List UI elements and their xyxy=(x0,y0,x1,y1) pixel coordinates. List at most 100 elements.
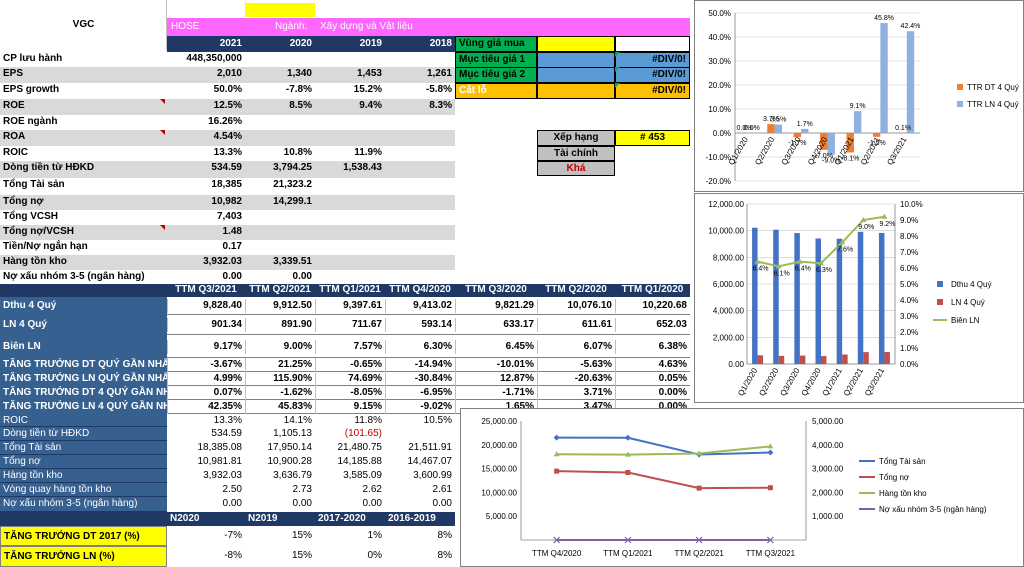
year-2020: 2020 xyxy=(289,38,312,49)
bar-dt xyxy=(872,133,881,137)
target-input-cell[interactable] xyxy=(537,52,615,68)
ttm-row-value: 4.99% xyxy=(167,372,245,386)
lower-row-value: 10,900.28 xyxy=(267,456,313,467)
lower-row-label: ROIC xyxy=(3,415,28,426)
ttm-row-label-cell: Biên LN xyxy=(0,335,167,358)
data-label: 42.4% xyxy=(901,23,921,30)
series-marker xyxy=(624,451,631,457)
ttm-row-value: 9.15% xyxy=(315,400,385,414)
ttm-row-value: 711.67 xyxy=(315,318,385,332)
ttm-row-value: -8.05% xyxy=(315,386,385,400)
ttm-row-value: -30.84% xyxy=(385,372,455,386)
y-tick-label: 0.0% xyxy=(713,129,731,138)
bar-profit xyxy=(863,352,869,364)
data-label: -1.7% xyxy=(788,140,806,147)
metrics-row-value: 0.00 xyxy=(292,271,312,282)
ttm-column-header: TTM Q3/2020 xyxy=(465,284,527,295)
metrics-row-value: 50.0% xyxy=(213,84,242,95)
metrics-row-label: Nợ xấu nhóm 3-5 (ngân hàng) xyxy=(3,271,145,282)
target-value: #DIV/0! xyxy=(652,69,686,80)
bar-ln xyxy=(827,133,835,155)
comment-marker xyxy=(615,83,620,88)
chart-growth-frame: 50.0% 40.0% 30.0% 20.0% 10.0% 0.0% -10.0% -20.0… xyxy=(694,0,1024,192)
ttm-row-value: 9,413.02 xyxy=(385,299,455,313)
legend-label: Dthu 4 Quý xyxy=(951,280,991,289)
y2-tick-label: 7.0% xyxy=(900,248,918,257)
metrics-row: ROE 12.5% 8.5% 9.4% 8.3% xyxy=(0,99,455,115)
target-input-cell[interactable] xyxy=(537,67,615,83)
data-label: 9.2% xyxy=(879,221,895,228)
metrics-row-value: 1,340 xyxy=(286,68,312,79)
target-label: Vùng giá mua xyxy=(459,38,525,49)
lower-row-value: 3,585.09 xyxy=(343,470,382,481)
target-label: Mục tiêu giá 1 xyxy=(459,54,526,65)
ttm-row-value: -10.01% xyxy=(455,358,537,372)
ttm-row-value: 652.03 xyxy=(615,318,690,332)
metrics-row-value: 8.5% xyxy=(289,100,312,111)
metrics-row: CP lưu hành 448,350,000 xyxy=(0,52,455,67)
bar-dt xyxy=(899,132,907,134)
ttm-row-value: -9.02% xyxy=(385,400,455,414)
metrics-row: Tổng nợ/VCSH 1.48 xyxy=(0,225,455,240)
y2-tick-label: 2.0% xyxy=(900,328,918,337)
ttm-row-label: Dthu 4 Quý xyxy=(3,300,57,311)
target-label-cell: Mục tiêu giá 1 xyxy=(455,52,537,68)
lower-row-value: 0.00 xyxy=(292,498,312,509)
metrics-row: Tổng nợ 10,982 14,299.1 xyxy=(0,195,455,210)
ttm-row-value: 21.25% xyxy=(245,358,315,372)
y-tick-label: 12,000.00 xyxy=(708,200,744,209)
ttm-row-value: -6.95% xyxy=(385,386,455,400)
metrics-row-value: 1,261 xyxy=(426,68,452,79)
growth-row-value: -8% xyxy=(224,550,242,561)
ttm-row-value: 633.17 xyxy=(455,318,537,332)
lower-row-label: Tổng nợ xyxy=(3,456,41,467)
y-tick-label: 40.0% xyxy=(708,33,731,42)
lower-row-value: 10.5% xyxy=(423,415,452,426)
legend-swatch xyxy=(957,101,963,107)
ttm-row-value: 4.63% xyxy=(615,358,690,372)
lower-row-value: 21,511.91 xyxy=(408,442,452,453)
year-2021: 2021 xyxy=(219,38,242,49)
bar-dt xyxy=(793,133,802,138)
data-label: 7.6% xyxy=(837,246,853,253)
series-line xyxy=(556,445,771,456)
target-input-cell[interactable] xyxy=(537,36,615,52)
bar-revenue xyxy=(752,227,758,364)
metrics-row-value: 3,339.51 xyxy=(273,256,312,267)
x-tick-label: Q2/2021 xyxy=(842,366,865,398)
series-marker xyxy=(767,449,774,456)
y2-tick-label: 4,000.00 xyxy=(812,441,844,450)
ttm-row: TĂNG TRƯỞNG DT QUÝ GẦN NHẤ -3.67% 21.25% -0… xyxy=(0,358,690,372)
lower-row-label-cell: ROIC xyxy=(0,414,167,427)
metrics-row-value: 10,982 xyxy=(211,196,242,207)
comment-marker xyxy=(160,99,165,104)
metrics-row-label: Tổng nợ xyxy=(3,196,44,207)
ttm-row-label-cell: LN 4 Quý xyxy=(0,315,167,335)
legend-label: TTR DT 4 Quý xyxy=(967,83,1019,92)
y-tick-label: 2,000.00 xyxy=(713,333,745,342)
bar-ln xyxy=(880,23,888,133)
ttm-row-value: 9,828.40 xyxy=(167,299,245,313)
lower-row-value: 3,636.79 xyxy=(273,470,312,481)
lower-row-value: 21,480.75 xyxy=(337,442,383,453)
series-marker xyxy=(553,434,560,441)
bar-ln xyxy=(774,124,783,133)
target-input-cell[interactable] xyxy=(537,83,615,99)
ttm-row-value: 6.07% xyxy=(537,339,615,354)
lower-row-value: 2.62 xyxy=(362,484,382,495)
lower-row: ROIC 13.3% 14.1% 11.8% 10.5% xyxy=(0,414,455,427)
y-tick-label: 25,000.00 xyxy=(481,417,517,426)
ttm-row-value: -1.71% xyxy=(455,386,537,400)
metrics-row-value: -5.8% xyxy=(425,84,452,95)
ttm-row-label: Biên LN xyxy=(3,340,41,352)
metrics-row-value: 15.2% xyxy=(353,84,382,95)
ttm-row-value: 9,912.50 xyxy=(245,299,315,313)
ttm-row-value: 6.45% xyxy=(455,339,537,354)
lower-row-value: 11.8% xyxy=(354,415,382,426)
y-tick-label: 6,000.00 xyxy=(713,280,745,289)
target-label: Cắt lỗ xyxy=(459,85,487,96)
ttm-row-value: -0.65% xyxy=(315,358,385,372)
bar-profit xyxy=(757,355,764,364)
metrics-row-value: 8.3% xyxy=(429,100,452,111)
metrics-row: Dòng tiền từ HĐKD 534.59 3,794.25 1,538.43 xyxy=(0,161,455,178)
